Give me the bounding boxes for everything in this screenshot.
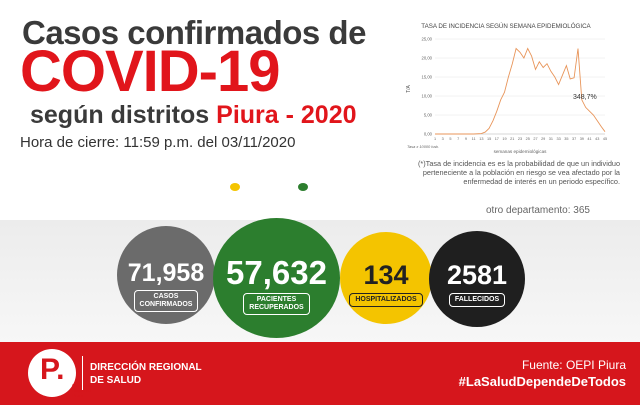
confirmed-value: 71,958 bbox=[127, 259, 205, 287]
y-tick-label: 5,00 bbox=[424, 113, 433, 118]
source-text: Fuente: OEPI Piura bbox=[521, 358, 626, 372]
y-axis-label: T/A bbox=[406, 84, 412, 92]
deaths-label: FALLECIDOS bbox=[448, 293, 506, 308]
recovered-label: PACIENTES RECUPERADOS bbox=[243, 293, 310, 316]
logo-caption-2: Regional bbox=[72, 387, 92, 393]
x-tick-label: 11 bbox=[472, 137, 476, 141]
incidence-chart-svg: TASA DE INCIDENCIA SEGÚN SEMANA EPIDEMIO… bbox=[406, 23, 607, 154]
title-covid: COVID-19 bbox=[20, 39, 281, 104]
recovered-label-line2: RECUPERADOS bbox=[249, 304, 304, 312]
chart-footnote: (*)Tasa de incidencia es es la probabili… bbox=[417, 159, 620, 186]
gobierno-regional-logo: P. Gobierno Regional Piura bbox=[28, 349, 92, 398]
logo-caption-3: Piura bbox=[72, 392, 84, 398]
recovered-value: 57,632 bbox=[226, 254, 327, 291]
footer-divider bbox=[82, 356, 83, 390]
decorative-dot-green bbox=[298, 183, 308, 191]
title-highlight: Piura - 2020 bbox=[216, 101, 357, 129]
x-tick-label: 31 bbox=[549, 137, 553, 141]
title-line-1: Casos confirmados de bbox=[22, 14, 366, 51]
logo-letter: P. bbox=[40, 353, 65, 386]
incidence-chart: TASA DE INCIDENCIA SEGÚN SEMANA EPIDEMIO… bbox=[399, 19, 613, 157]
hospitalized-circle: 134 HOSPITALIZADOS bbox=[340, 232, 432, 324]
x-tick-label: 43 bbox=[595, 137, 599, 141]
y-tick-label: 25,00 bbox=[422, 37, 433, 42]
x-tick-label: 23 bbox=[518, 137, 522, 141]
y-tick-label: 15,00 bbox=[422, 75, 433, 80]
organization-name: DIRECCIÓN REGIONAL DE SALUD bbox=[90, 362, 202, 387]
x-tick-label: 33 bbox=[557, 137, 561, 141]
x-tick-label: 25 bbox=[526, 137, 530, 141]
confirmed-cases-circle: 71,958 CASOS CONFIRMADOS bbox=[117, 226, 215, 324]
x-axis-label: semanas epidemiológicas bbox=[494, 149, 548, 154]
x-tick-label: 13 bbox=[479, 137, 483, 141]
confirmed-label-line1: CASOS bbox=[153, 293, 179, 300]
deaths-value: 2581 bbox=[446, 260, 508, 290]
hospitalized-value: 134 bbox=[363, 260, 409, 290]
transition-band bbox=[0, 190, 640, 220]
x-tick-label: 41 bbox=[587, 137, 591, 141]
recovered-patients-circle: 57,632 PACIENTES RECUPERADOS bbox=[213, 218, 340, 338]
x-tick-label: 5 bbox=[449, 137, 451, 141]
x-tick-label: 15 bbox=[487, 137, 491, 141]
x-tick-label: 7 bbox=[457, 137, 459, 141]
closing-time: Hora de cierre: 11:59 p.m. del 03/11/202… bbox=[20, 134, 296, 151]
x-tick-label: 17 bbox=[495, 137, 499, 141]
decorative-dot-yellow bbox=[230, 183, 240, 191]
x-tick-label: 27 bbox=[533, 137, 537, 141]
confirmed-label: CASOS CONFIRMADOS bbox=[133, 290, 199, 313]
org-line-1: DIRECCIÓN REGIONAL bbox=[90, 362, 202, 373]
chart-title: TASA DE INCIDENCIA SEGÚN SEMANA EPIDEMIO… bbox=[421, 23, 591, 30]
incidence-series-line bbox=[435, 47, 606, 135]
x-tick-label: 19 bbox=[502, 137, 506, 141]
hashtag-text: #LaSaludDependeDeTodos bbox=[458, 374, 626, 389]
x-tick-label: 9 bbox=[465, 137, 467, 141]
chart-annotation: 348,7% bbox=[573, 94, 597, 101]
x-tick-label: 3 bbox=[442, 137, 444, 141]
x-tick-label: 39 bbox=[580, 137, 584, 141]
x-tick-label: 37 bbox=[572, 137, 576, 141]
org-line-2: DE SALUD bbox=[90, 374, 142, 386]
y-tick-label: 20,00 bbox=[422, 56, 433, 61]
recovered-label-line1: PACIENTES bbox=[256, 296, 297, 303]
x-tick-label: 45 bbox=[603, 137, 607, 141]
y-tick-label: 0,00 bbox=[424, 132, 433, 137]
title-prefix: según distritos bbox=[30, 101, 210, 129]
x-tick-label: 1 bbox=[434, 137, 436, 141]
partial-text: otro departamento: 365 bbox=[486, 205, 590, 216]
deaths-circle: 2581 FALLECIDOS bbox=[429, 231, 525, 327]
x-tick-label: 21 bbox=[510, 137, 514, 141]
x-tick-label: 35 bbox=[564, 137, 568, 141]
confirmed-label-line2: CONFIRMADOS bbox=[139, 301, 193, 309]
header-panel bbox=[0, 0, 640, 190]
rate-note: Tasa x 10000 hab. bbox=[407, 144, 439, 149]
y-tick-label: 10,00 bbox=[422, 94, 433, 99]
title-line-3: según distritos Piura - 2020 bbox=[30, 101, 357, 130]
footer-bar: P. Gobierno Regional Piura DIRECCIÓN REG… bbox=[0, 342, 640, 405]
hospitalized-label: HOSPITALIZADOS bbox=[349, 293, 423, 308]
x-tick-label: 29 bbox=[541, 137, 545, 141]
